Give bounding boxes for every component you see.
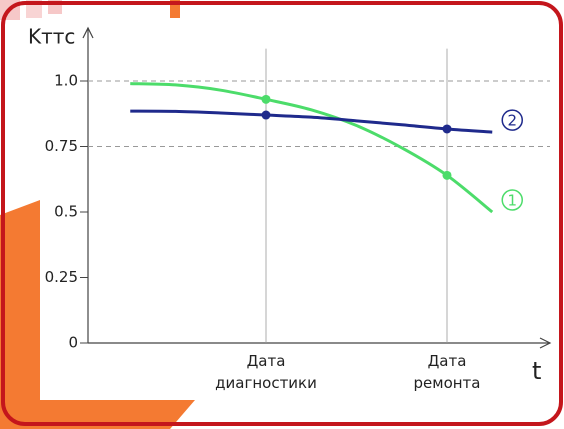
x-tick-label: Дата диагностики: [201, 350, 331, 394]
series-line: [130, 111, 492, 132]
decor: [0, 200, 195, 429]
x-tick-label: Дата ремонта: [407, 350, 487, 394]
y-axis-label: Kттс: [28, 25, 75, 49]
x-axis-label: t: [532, 357, 541, 385]
point: [443, 124, 452, 133]
y-tick-label: 0: [68, 334, 78, 352]
point: [262, 95, 271, 104]
legend-label: 1: [507, 192, 517, 210]
point: [262, 111, 271, 120]
y-tick-label: 0.25: [45, 268, 78, 286]
series-line: [130, 84, 492, 212]
y-tick-label: 1.0: [54, 72, 78, 90]
point: [443, 171, 452, 180]
y-tick-label: 0.5: [54, 203, 78, 221]
y-tick-label: 0.75: [45, 137, 78, 155]
slide: Kттс t 0 0.25 0.5 0.75 1.0 1 2 Дата диагностик…: [0, 0, 564, 429]
legend-label: 2: [507, 112, 517, 130]
